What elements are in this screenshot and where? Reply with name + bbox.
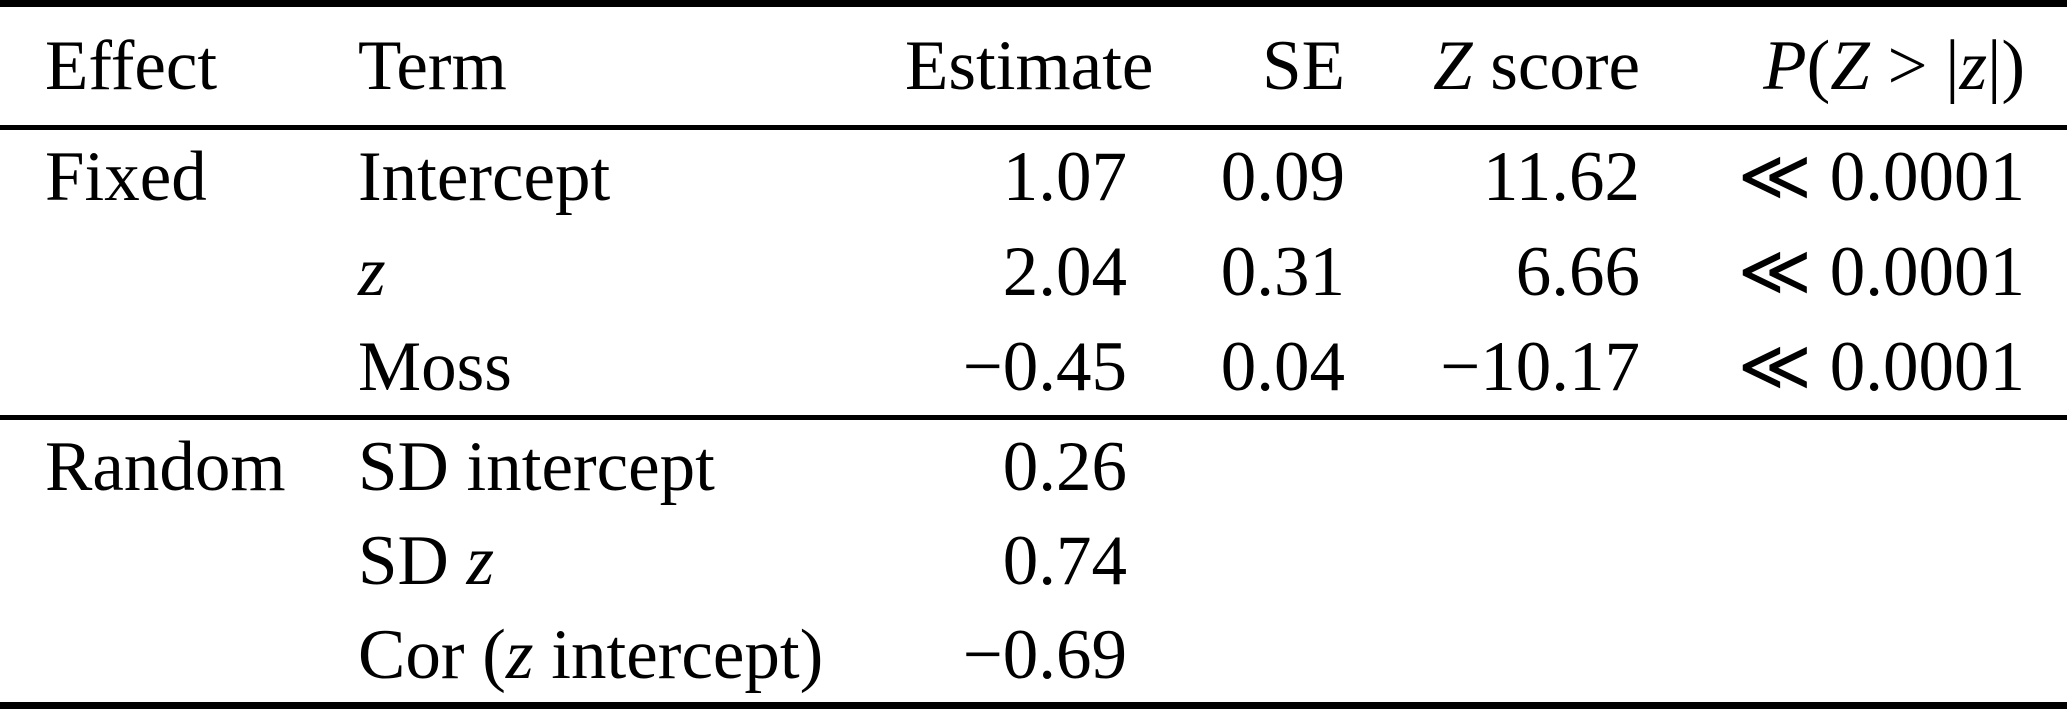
cell-term: Cor (z intercept) [358,608,905,706]
cell-se [1127,608,1345,706]
table-row: Random SD intercept 0.26 [0,418,2067,515]
cell-z-score [1345,608,1640,706]
text-segment: P [1763,27,1807,105]
col-header-term: Term [358,4,905,128]
text-segment: intercept) [533,616,824,694]
text-segment: Effect [45,27,218,105]
cell-term: SD z [358,514,905,608]
cell-estimate: −0.45 [962,328,1127,406]
text-segment: Moss [358,328,512,406]
cell-effect-fixed: Fixed [45,138,207,216]
text-segment: Term [358,27,507,105]
col-header-effect: Effect [0,4,358,128]
col-header-se: SE [1127,4,1345,128]
table-row: Cor (z intercept) −0.69 [0,608,2067,706]
text-segment: Z [1432,27,1473,105]
cell-se [1127,418,1345,515]
cell-estimate: 1.07 [1002,138,1127,216]
cell-p-value [1640,608,2067,706]
cell-effect-random: Random [45,428,286,506]
text-segment: SE [1262,27,1345,105]
table-row: Moss −0.45 0.04 −10.17 ≪ 0.0001 [0,320,2067,418]
col-header-p-value: P(Z > |z|) [1640,4,2067,128]
cell-estimate: −0.69 [962,616,1127,694]
text-segment: z [505,616,534,694]
table-row: SD z 0.74 [0,514,2067,608]
cell-z-score: 11.62 [1482,138,1640,216]
cell-term: SD intercept [358,418,905,515]
header-row: Effect Term Estimate SE Z score P(Z > |z… [0,4,2067,128]
cell-z-score [1345,514,1640,608]
cell-z-score: −10.17 [1440,328,1640,406]
text-segment: z [358,233,386,311]
cell-p-value [1640,418,2067,515]
text-segment: ( [1806,27,1831,105]
cell-term: z [358,225,905,320]
cell-se: 0.04 [1220,328,1345,406]
cell-z-score: 6.66 [1515,233,1640,311]
section-fixed: Fixed Intercept 1.07 0.09 11.62 ≪ 0.0001… [0,128,2067,418]
table-header: Effect Term Estimate SE Z score P(Z > |z… [0,4,2067,128]
text-segment: SD [358,522,467,600]
cell-p-value: ≪ 0.0001 [1737,328,2025,406]
text-segment: z [466,522,495,600]
cell-z-score [1345,418,1640,515]
text-segment: score [1472,27,1640,105]
text-segment: Cor ( [358,616,506,694]
text-segment: SD intercept [358,428,715,506]
cell-term: Intercept [358,128,905,226]
cell-se: 0.31 [1220,233,1345,311]
text-segment: Intercept [358,138,611,216]
cell-term: Moss [358,320,905,418]
text-segment: z [1959,27,1988,105]
text-segment: > | [1869,27,1960,105]
col-header-z-score: Z score [1345,4,1640,128]
table-row: Fixed Intercept 1.07 0.09 11.62 ≪ 0.0001 [0,128,2067,226]
cell-se: 0.09 [1220,138,1345,216]
cell-se [1127,514,1345,608]
table-row: z 2.04 0.31 6.66 ≪ 0.0001 [0,225,2067,320]
section-random: Random SD intercept 0.26 SD z 0.74 Cor (… [0,417,2067,706]
text-segment: Estimate [905,27,1154,105]
cell-estimate: 0.26 [1002,428,1127,506]
cell-estimate: 0.74 [1002,522,1127,600]
cell-p-value: ≪ 0.0001 [1737,233,2025,311]
text-segment: |) [1987,27,2025,105]
cell-p-value: ≪ 0.0001 [1737,138,2025,216]
col-header-estimate: Estimate [905,4,1153,128]
cell-p-value [1640,514,2067,608]
text-segment: Z [1830,27,1870,105]
cell-estimate: 2.04 [1002,233,1127,311]
